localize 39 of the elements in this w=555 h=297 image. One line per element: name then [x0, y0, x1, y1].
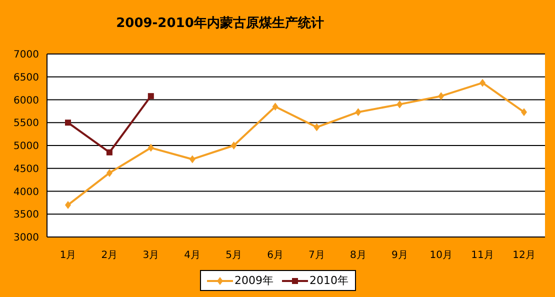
- legend-label: 2009年: [234, 273, 274, 288]
- y-tick-label: 3500: [14, 210, 39, 221]
- point: [230, 142, 237, 150]
- y-tick-label: 6500: [14, 72, 39, 84]
- y-tick-label: 4000: [14, 186, 39, 198]
- point: [438, 92, 444, 100]
- chart-title: 2009-2010年内蒙古原煤生产统计: [115, 14, 325, 32]
- y-tick-label: 6000: [14, 95, 39, 106]
- x-tick-label: 11月: [471, 250, 494, 262]
- point: [106, 168, 112, 177]
- point: [396, 100, 403, 108]
- point: [314, 123, 320, 132]
- point: [65, 200, 71, 209]
- x-tick-label: 7月: [308, 250, 325, 262]
- point: [65, 120, 71, 126]
- point: [272, 102, 278, 111]
- point: [355, 108, 362, 116]
- x-tick-label: 10月: [430, 250, 452, 262]
- x-tick-label: 2月: [101, 250, 118, 262]
- x-tick-label: 1月: [60, 250, 76, 262]
- x-tick-label: 4月: [184, 250, 201, 262]
- legend-label: 2010年: [308, 273, 348, 288]
- y-tick-label: 5500: [14, 118, 39, 130]
- point: [148, 144, 154, 152]
- point: [521, 108, 527, 116]
- y-tick-label: 3000: [14, 232, 39, 244]
- x-tick-label: 12月: [512, 250, 536, 262]
- x-tick-label: 5月: [226, 250, 242, 262]
- point: [148, 93, 154, 100]
- x-tick-label: 3月: [142, 250, 160, 262]
- point: [106, 149, 112, 156]
- point: [480, 78, 486, 87]
- y-tick-label: 5000: [14, 141, 39, 152]
- x-tick-label: 9月: [391, 250, 408, 262]
- x-tick-label: 8月: [350, 250, 366, 262]
- y-tick-label: 4500: [14, 164, 39, 175]
- y-tick-label: 7000: [14, 50, 39, 61]
- x-tick-label: 6月: [267, 250, 284, 262]
- point: [189, 155, 196, 164]
